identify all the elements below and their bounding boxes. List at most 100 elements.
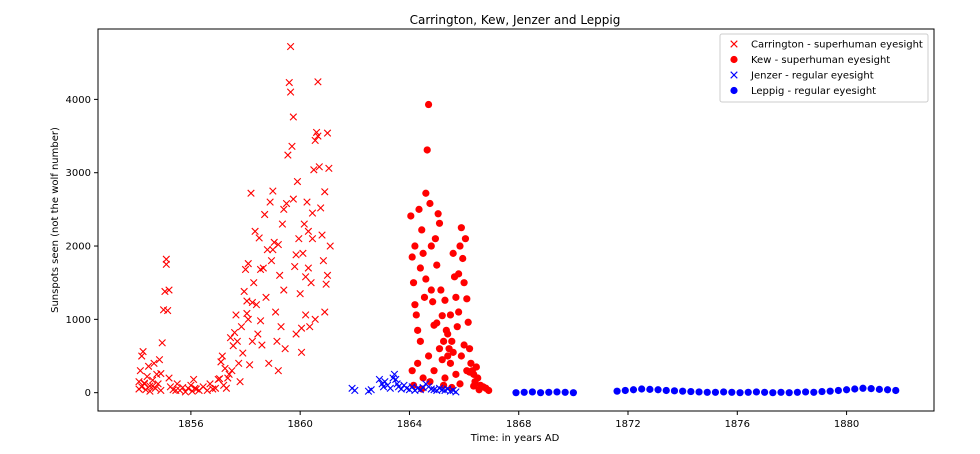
data-point-series-0	[255, 234, 263, 242]
data-point-series-0	[161, 287, 169, 296]
data-point-series-0	[209, 385, 217, 393]
y-axis-label: Sunspots seen (not the wolf number)	[50, 127, 61, 313]
data-point-series-1	[449, 348, 457, 356]
data-point-series-3	[670, 387, 679, 395]
data-point-series-0	[191, 384, 199, 392]
legend-marker	[730, 40, 738, 48]
data-point-series-3	[818, 387, 826, 396]
data-point-series-0	[304, 227, 313, 236]
data-point-series-0	[247, 189, 255, 197]
data-point-series-1	[423, 146, 431, 154]
data-point-series-0	[248, 337, 257, 346]
legend-marker	[730, 86, 738, 95]
data-point-series-0	[301, 273, 310, 281]
data-point-series-2	[367, 386, 375, 394]
data-point-series-1	[422, 189, 430, 197]
data-point-series-3	[793, 388, 801, 396]
data-point-series-0	[251, 227, 259, 236]
data-point-series-0	[158, 339, 166, 347]
data-point-series-0	[237, 322, 246, 331]
data-point-series-0	[285, 78, 293, 87]
data-point-series-3	[695, 388, 703, 396]
data-point-series-2	[430, 386, 438, 394]
data-point-series-1	[430, 367, 438, 375]
data-point-series-0	[314, 78, 322, 86]
data-point-series-0	[308, 209, 317, 217]
data-point-series-3	[859, 384, 867, 392]
data-point-series-3	[826, 387, 834, 395]
data-point-series-1	[438, 312, 446, 320]
data-point-series-3	[851, 385, 859, 393]
data-point-series-1	[419, 374, 427, 382]
data-point-series-1	[470, 382, 478, 390]
data-point-series-0	[318, 231, 326, 239]
data-point-series-0	[262, 293, 270, 302]
data-point-series-0	[323, 129, 332, 137]
data-point-series-1	[435, 345, 444, 353]
data-point-series-0	[291, 262, 299, 271]
data-point-series-3	[569, 389, 577, 397]
data-point-series-0	[316, 204, 325, 212]
data-point-series-3	[720, 388, 728, 396]
data-point-series-1	[444, 330, 452, 338]
data-point-series-0	[181, 388, 190, 396]
data-point-series-0	[286, 42, 295, 51]
data-point-series-0	[289, 195, 298, 203]
chart-title: Carrington, Kew, Jenzer and Leppig	[410, 13, 621, 27]
data-point-series-0	[163, 306, 172, 315]
data-point-series-0	[140, 379, 149, 387]
data-point-series-0	[284, 151, 292, 159]
data-point-series-1	[465, 345, 474, 353]
data-point-series-0	[292, 251, 300, 259]
data-point-series-1	[424, 352, 433, 360]
data-point-series-0	[245, 361, 254, 369]
data-point-series-0	[154, 380, 162, 388]
data-point-series-3	[752, 388, 761, 396]
data-point-series-1	[433, 319, 441, 327]
data-point-series-0	[323, 271, 332, 280]
data-point-series-3	[613, 387, 621, 395]
data-point-series-0	[295, 235, 303, 243]
data-point-series-3	[736, 389, 744, 397]
data-point-series-1	[465, 368, 474, 376]
data-point-series-1	[463, 295, 471, 303]
data-point-series-1	[460, 279, 468, 287]
data-point-series-0	[281, 344, 289, 353]
data-point-series-1	[426, 199, 434, 208]
data-point-series-0	[135, 377, 143, 386]
data-point-series-0	[150, 359, 158, 368]
data-point-series-1	[419, 249, 427, 257]
data-point-series-0	[240, 287, 248, 296]
data-point-series-1	[455, 270, 463, 278]
data-point-series-1	[464, 318, 472, 326]
data-point-series-0	[244, 315, 252, 324]
data-point-series-3	[810, 388, 818, 396]
data-point-series-2	[386, 384, 395, 392]
x-tick-label: 1860	[287, 419, 312, 430]
data-point-series-0	[236, 377, 244, 386]
data-point-series-0	[206, 380, 214, 388]
plot-frame	[97, 28, 935, 412]
data-point-series-1	[422, 275, 430, 283]
data-point-series-0	[239, 349, 247, 357]
data-point-series-0	[157, 369, 165, 378]
x-tick-label: 1880	[834, 419, 859, 430]
data-point-series-0	[165, 374, 173, 382]
data-point-series-1	[429, 298, 437, 306]
data-point-series-0	[148, 376, 157, 384]
data-point-series-0	[299, 249, 307, 258]
data-point-series-1	[474, 374, 482, 382]
data-point-series-0	[277, 322, 285, 331]
y-tick-label: 1000	[66, 315, 91, 326]
data-point-series-1	[485, 386, 493, 395]
data-point-series-0	[310, 166, 318, 174]
x-tick-label: 1872	[615, 419, 640, 430]
data-point-series-1	[420, 293, 429, 301]
data-point-series-0	[274, 240, 283, 249]
data-point-series-0	[143, 372, 151, 381]
data-point-series-1	[412, 311, 420, 319]
data-point-series-0	[266, 198, 274, 206]
data-point-series-3	[687, 387, 695, 396]
data-point-series-3	[711, 388, 720, 396]
data-point-series-0	[187, 381, 195, 390]
